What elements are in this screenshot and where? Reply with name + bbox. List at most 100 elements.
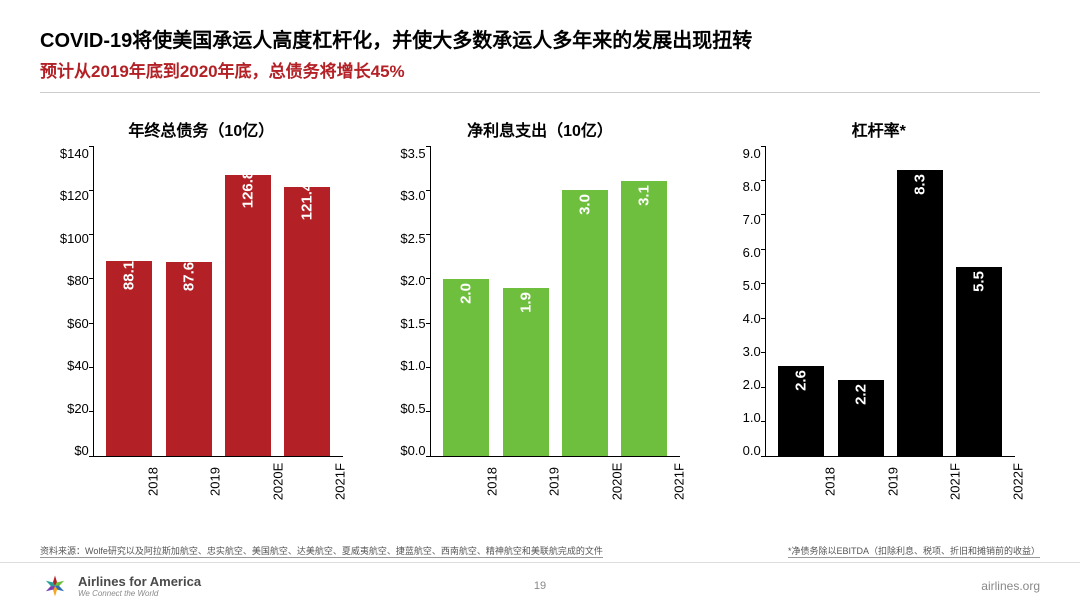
bar: 3.1 bbox=[621, 181, 667, 456]
x-axis: 201820192021F2022F bbox=[790, 463, 1040, 498]
y-tick-label: $140 bbox=[60, 147, 89, 160]
x-axis-wrap: 201820192020E2021F bbox=[379, 457, 702, 498]
x-tick-label: 2020E bbox=[591, 459, 624, 505]
x-tick-label: 2018 bbox=[805, 459, 838, 505]
bar: 2.2 bbox=[838, 380, 884, 456]
y-tick-label: $80 bbox=[67, 274, 89, 287]
slide-subtitle: 预计从2019年底到2020年底，总债务将增长45% bbox=[40, 57, 1040, 82]
x-tick-label: 2020E bbox=[252, 459, 285, 505]
charts-row: 年终总债务（10亿）$140$120$100$80$60$40$20$088.1… bbox=[40, 117, 1040, 498]
bars: 88.1 87.6 126.8 121.4 bbox=[94, 147, 343, 456]
y-tick-label: $1.5 bbox=[400, 317, 425, 330]
site-url: airlines.org bbox=[981, 579, 1040, 593]
bar-value-label: 121.4 bbox=[299, 183, 316, 221]
divider bbox=[40, 92, 1040, 93]
x-tick-label: 2018 bbox=[127, 459, 160, 505]
x-axis-spacer bbox=[717, 457, 751, 498]
brand: Airlines for America We Connect the Worl… bbox=[40, 571, 201, 601]
y-tick-label: 9.0 bbox=[743, 147, 761, 160]
x-tick-label: 2019 bbox=[867, 459, 900, 505]
y-tick-label: $0.5 bbox=[400, 402, 425, 415]
x-tick-label: 2021F bbox=[315, 459, 348, 505]
plot-wrap: $140$120$100$80$60$40$20$088.187.6126.81… bbox=[60, 147, 343, 457]
y-tick-label: 3.0 bbox=[743, 345, 761, 358]
x-tick-label: 2019 bbox=[529, 459, 562, 505]
plot-area: 2.6 2.2 8.3 5.5 bbox=[765, 147, 1015, 457]
bar: 2.0 bbox=[443, 279, 489, 456]
bar: 3.0 bbox=[562, 190, 608, 456]
plot-area: 2.0 1.9 3.0 3.1 bbox=[430, 147, 680, 457]
bar: 88.1 bbox=[106, 261, 152, 456]
bar-value-label: 5.5 bbox=[971, 271, 988, 292]
bar-fill bbox=[956, 267, 1002, 456]
x-tick-label: 2018 bbox=[466, 459, 499, 505]
x-axis-wrap: 201820192021F2022F bbox=[717, 457, 1040, 498]
y-tick-label: 6.0 bbox=[743, 246, 761, 259]
x-axis-wrap: 201820192020E2021F bbox=[40, 457, 363, 498]
bar-value-label: 87.6 bbox=[180, 262, 197, 291]
footnote-left: 资料来源：Wolfe研究以及阿拉斯加航空、忠实航空、美国航空、达美航空、夏威夷航… bbox=[40, 544, 603, 558]
bar-value-label: 3.1 bbox=[636, 186, 653, 207]
footnote-right: *净债务除以EBITDA（扣除利息、税项、折旧和摊销前的收益） bbox=[788, 544, 1040, 558]
bar-value-label: 2.6 bbox=[793, 371, 810, 392]
y-tick-label: $3.0 bbox=[400, 189, 425, 202]
brand-name: Airlines for America bbox=[78, 574, 201, 589]
y-tick-label: $2.0 bbox=[400, 274, 425, 287]
y-tick-label: 0.0 bbox=[743, 444, 761, 457]
bar-value-label: 1.9 bbox=[517, 292, 534, 313]
bar-fill bbox=[503, 288, 549, 456]
chart-1: 净利息支出（10亿） $3.5 $3.0 $2.5 $2.0 $1.5 $1.0 $0.5 $0… bbox=[379, 117, 702, 498]
y-tick-label: $0.0 bbox=[400, 444, 425, 457]
plot-wrap: $3.5 $3.0 $2.5 $2.0 $1.5 $1.0 $0.5 $0.0 2.0 1.9 3.… bbox=[400, 147, 679, 457]
bar: 2.6 bbox=[778, 366, 824, 456]
bar-fill bbox=[562, 190, 608, 456]
y-tick-label: 1.0 bbox=[743, 411, 761, 424]
y-tick-label: $3.5 bbox=[400, 147, 425, 160]
bar-fill bbox=[443, 279, 489, 456]
bar-fill bbox=[284, 187, 330, 456]
bars: 2.0 1.9 3.0 3.1 bbox=[431, 147, 680, 456]
bar-fill bbox=[897, 170, 943, 456]
y-tick-label: $1.0 bbox=[400, 359, 425, 372]
x-axis: 201820192020E2021F bbox=[113, 463, 363, 498]
bar: 1.9 bbox=[503, 288, 549, 456]
x-tick-label: 2022F bbox=[992, 459, 1025, 505]
bar: 8.3 bbox=[897, 170, 943, 456]
x-tick-label: 2021F bbox=[654, 459, 687, 505]
bar-value-label: 3.0 bbox=[576, 194, 593, 215]
y-tick-label: $2.5 bbox=[400, 232, 425, 245]
bar: 121.4 bbox=[284, 187, 330, 456]
bar-value-label: 2.2 bbox=[852, 384, 869, 405]
chart-title: 净利息支出（10亿） bbox=[467, 117, 613, 141]
bar: 126.8 bbox=[225, 175, 271, 456]
slide: COVID-19将使美国承运人高度杠杆化，并使大多数承运人多年来的发展出现扭转 … bbox=[0, 0, 1080, 608]
y-tick-label: $120 bbox=[60, 189, 89, 202]
brand-logo-icon bbox=[40, 571, 70, 601]
footer: Airlines for America We Connect the Worl… bbox=[0, 562, 1080, 608]
bar-value-label: 8.3 bbox=[911, 174, 928, 195]
y-tick-label: 5.0 bbox=[743, 279, 761, 292]
footnotes: 资料来源：Wolfe研究以及阿拉斯加航空、忠实航空、美国航空、达美航空、夏威夷航… bbox=[40, 544, 1040, 558]
chart-2: 杠杆率*9.08.07.06.05.04.03.02.01.00.02.62.2… bbox=[717, 117, 1040, 498]
chart-0: 年终总债务（10亿）$140$120$100$80$60$40$20$088.1… bbox=[40, 117, 363, 498]
x-tick-label: 2021F bbox=[930, 459, 963, 505]
bars: 2.6 2.2 8.3 5.5 bbox=[766, 147, 1015, 456]
bar: 87.6 bbox=[166, 262, 212, 456]
bar-fill bbox=[166, 262, 212, 456]
y-tick-label: $20 bbox=[67, 402, 89, 415]
x-axis-spacer bbox=[40, 457, 78, 498]
bar-fill bbox=[225, 175, 271, 456]
brand-text: Airlines for America We Connect the Worl… bbox=[78, 574, 201, 598]
y-tick-label: 8.0 bbox=[743, 180, 761, 193]
chart-title: 杠杆率* bbox=[852, 117, 906, 141]
bar-fill bbox=[106, 261, 152, 456]
y-tick-label: $0 bbox=[74, 444, 88, 457]
x-axis-spacer bbox=[379, 457, 413, 498]
bar-value-label: 2.0 bbox=[458, 283, 475, 304]
y-tick-label: 7.0 bbox=[743, 213, 761, 226]
y-tick-label: $60 bbox=[67, 317, 89, 330]
y-tick-label: 4.0 bbox=[743, 312, 761, 325]
x-axis: 201820192020E2021F bbox=[451, 463, 701, 498]
y-tick-label: $100 bbox=[60, 232, 89, 245]
brand-tagline: We Connect the World bbox=[78, 589, 201, 598]
